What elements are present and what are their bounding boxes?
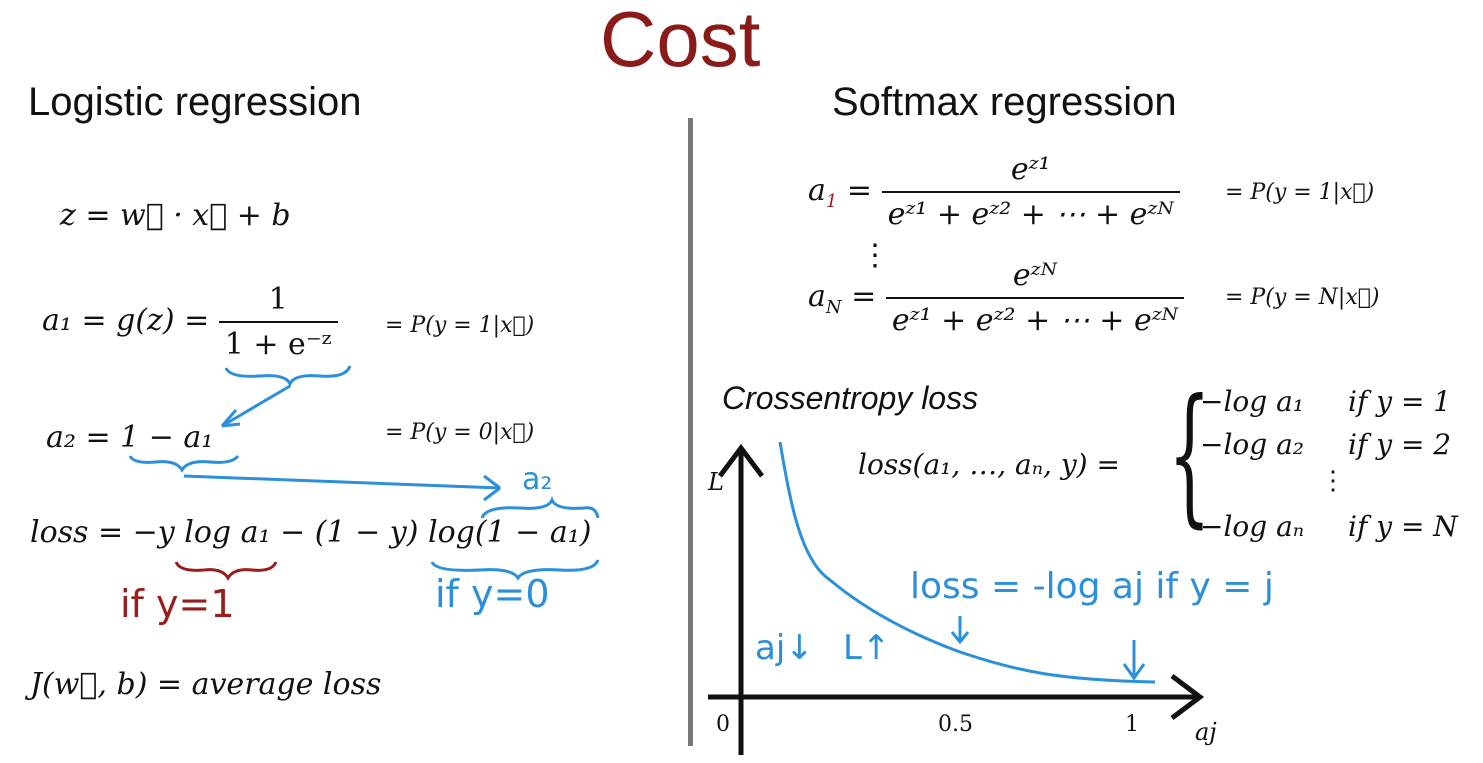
handwritten-a2: a₂ — [522, 462, 553, 497]
graph-y-arrowhead — [718, 443, 764, 478]
softmax-aN-fraction: eᶻᴺ eᶻ¹ + eᶻ² + ⋯ + eᶻᴺ — [885, 258, 1185, 338]
a2-probability: = P(y = 0|x⃗) — [385, 420, 535, 445]
a1-numerator: 1 — [268, 282, 288, 317]
arrow-to-a2-head — [483, 474, 501, 502]
tick-label-0-5: 0.5 — [938, 712, 973, 737]
handwritten-if-y-1: if y=1 — [120, 582, 235, 626]
case-1-expr: −log a₁ — [1200, 385, 1305, 418]
softmax-a1-lhs: a1 = — [808, 173, 873, 212]
softmax-aN-equation: aN = eᶻᴺ eᶻ¹ + eᶻ² + ⋯ + eᶻᴺ — [808, 258, 1185, 338]
a1-fraction: 1 1 + e⁻ᶻ — [218, 282, 338, 362]
a1-probability: = P(y = 1|x⃗) — [385, 313, 535, 338]
brace-under-denominator — [224, 365, 352, 389]
page-title: Cost — [600, 0, 761, 83]
crossentropy-label: Crossentropy loss — [722, 380, 979, 416]
a1-denominator: 1 + e⁻ᶻ — [218, 321, 338, 362]
softmax-aN-probability: = P(y = N|x⃗) — [1225, 285, 1380, 310]
graph-y-label: L — [708, 468, 724, 496]
brace-under-1-minus-a1 — [128, 454, 240, 473]
graph-x-label: aj — [1195, 718, 1217, 746]
handwritten-L-up: L↑ — [843, 628, 891, 668]
a1-lhs: a₁ = g(z) = — [42, 303, 210, 338]
handwritten-aj-down: aj↓ — [755, 628, 814, 668]
arrow-to-a1-head — [220, 409, 241, 428]
arrow-to-a2 — [183, 474, 501, 490]
softmax-a1-equation: a1 = eᶻ¹ eᶻ¹ + eᶻ² + ⋯ + eᶻᴺ — [808, 152, 1180, 232]
loss-equation: loss = −y log a₁ − (1 − y) log(1 − a₁) — [30, 515, 592, 550]
cases-brace: { — [1168, 368, 1211, 542]
handwritten-if-y-0: if y=0 — [435, 572, 550, 616]
loss-function-lhs: loss(a₁, …, aₙ, y) = — [858, 448, 1120, 481]
tick-label-0: 0 — [716, 712, 730, 737]
softmax-a1-denominator: eᶻ¹ + eᶻ² + ⋯ + eᶻᴺ — [881, 191, 1180, 232]
softmax-a1-numerator: eᶻ¹ — [1010, 152, 1051, 187]
case-vdots: ⋮ — [1320, 466, 1346, 496]
z-equation: z = w⃗ · x⃗ + b — [60, 198, 291, 233]
softmax-aN-denominator: eᶻ¹ + eᶻ² + ⋯ + eᶻᴺ — [885, 297, 1185, 338]
center-divider — [688, 118, 693, 746]
case-2-expr: −log a₂ — [1200, 428, 1305, 461]
softmax-aN-lhs: aN = — [808, 279, 877, 318]
softmax-aN-numerator: eᶻᴺ — [1012, 258, 1058, 293]
arrow-to-a1 — [221, 384, 291, 428]
a2-equation: a₂ = 1 − a₁ — [46, 420, 214, 455]
softmax-a1-fraction: eᶻ¹ eᶻ¹ + eᶻ² + ⋯ + eᶻᴺ — [881, 152, 1180, 232]
loss-note-arrow-2 — [1122, 640, 1146, 681]
case-N-expr: −log aₙ — [1200, 510, 1305, 543]
graph-x-arrowhead — [1170, 674, 1205, 720]
case-N-cond: if y = N — [1348, 510, 1458, 543]
a1-equation: a₁ = g(z) = 1 1 + e⁻ᶻ — [42, 282, 338, 362]
tick-label-1: 1 — [1125, 712, 1139, 737]
handwritten-loss-note: loss = -log aj if y = j — [910, 566, 1274, 607]
case-1-cond: if y = 1 — [1348, 385, 1452, 418]
softmax-a1-probability: = P(y = 1|x⃗) — [1225, 180, 1375, 205]
case-2-cond: if y = 2 — [1348, 428, 1452, 461]
softmax-regression-heading: Softmax regression — [832, 80, 1177, 124]
brace-under-log-a1 — [174, 561, 278, 581]
logistic-regression-heading: Logistic regression — [28, 80, 362, 124]
cost-equation: J(w⃗, b) = average loss — [30, 667, 382, 702]
loss-note-arrow-1 — [950, 616, 970, 645]
softmax-vdots: ⋮ — [860, 238, 890, 273]
